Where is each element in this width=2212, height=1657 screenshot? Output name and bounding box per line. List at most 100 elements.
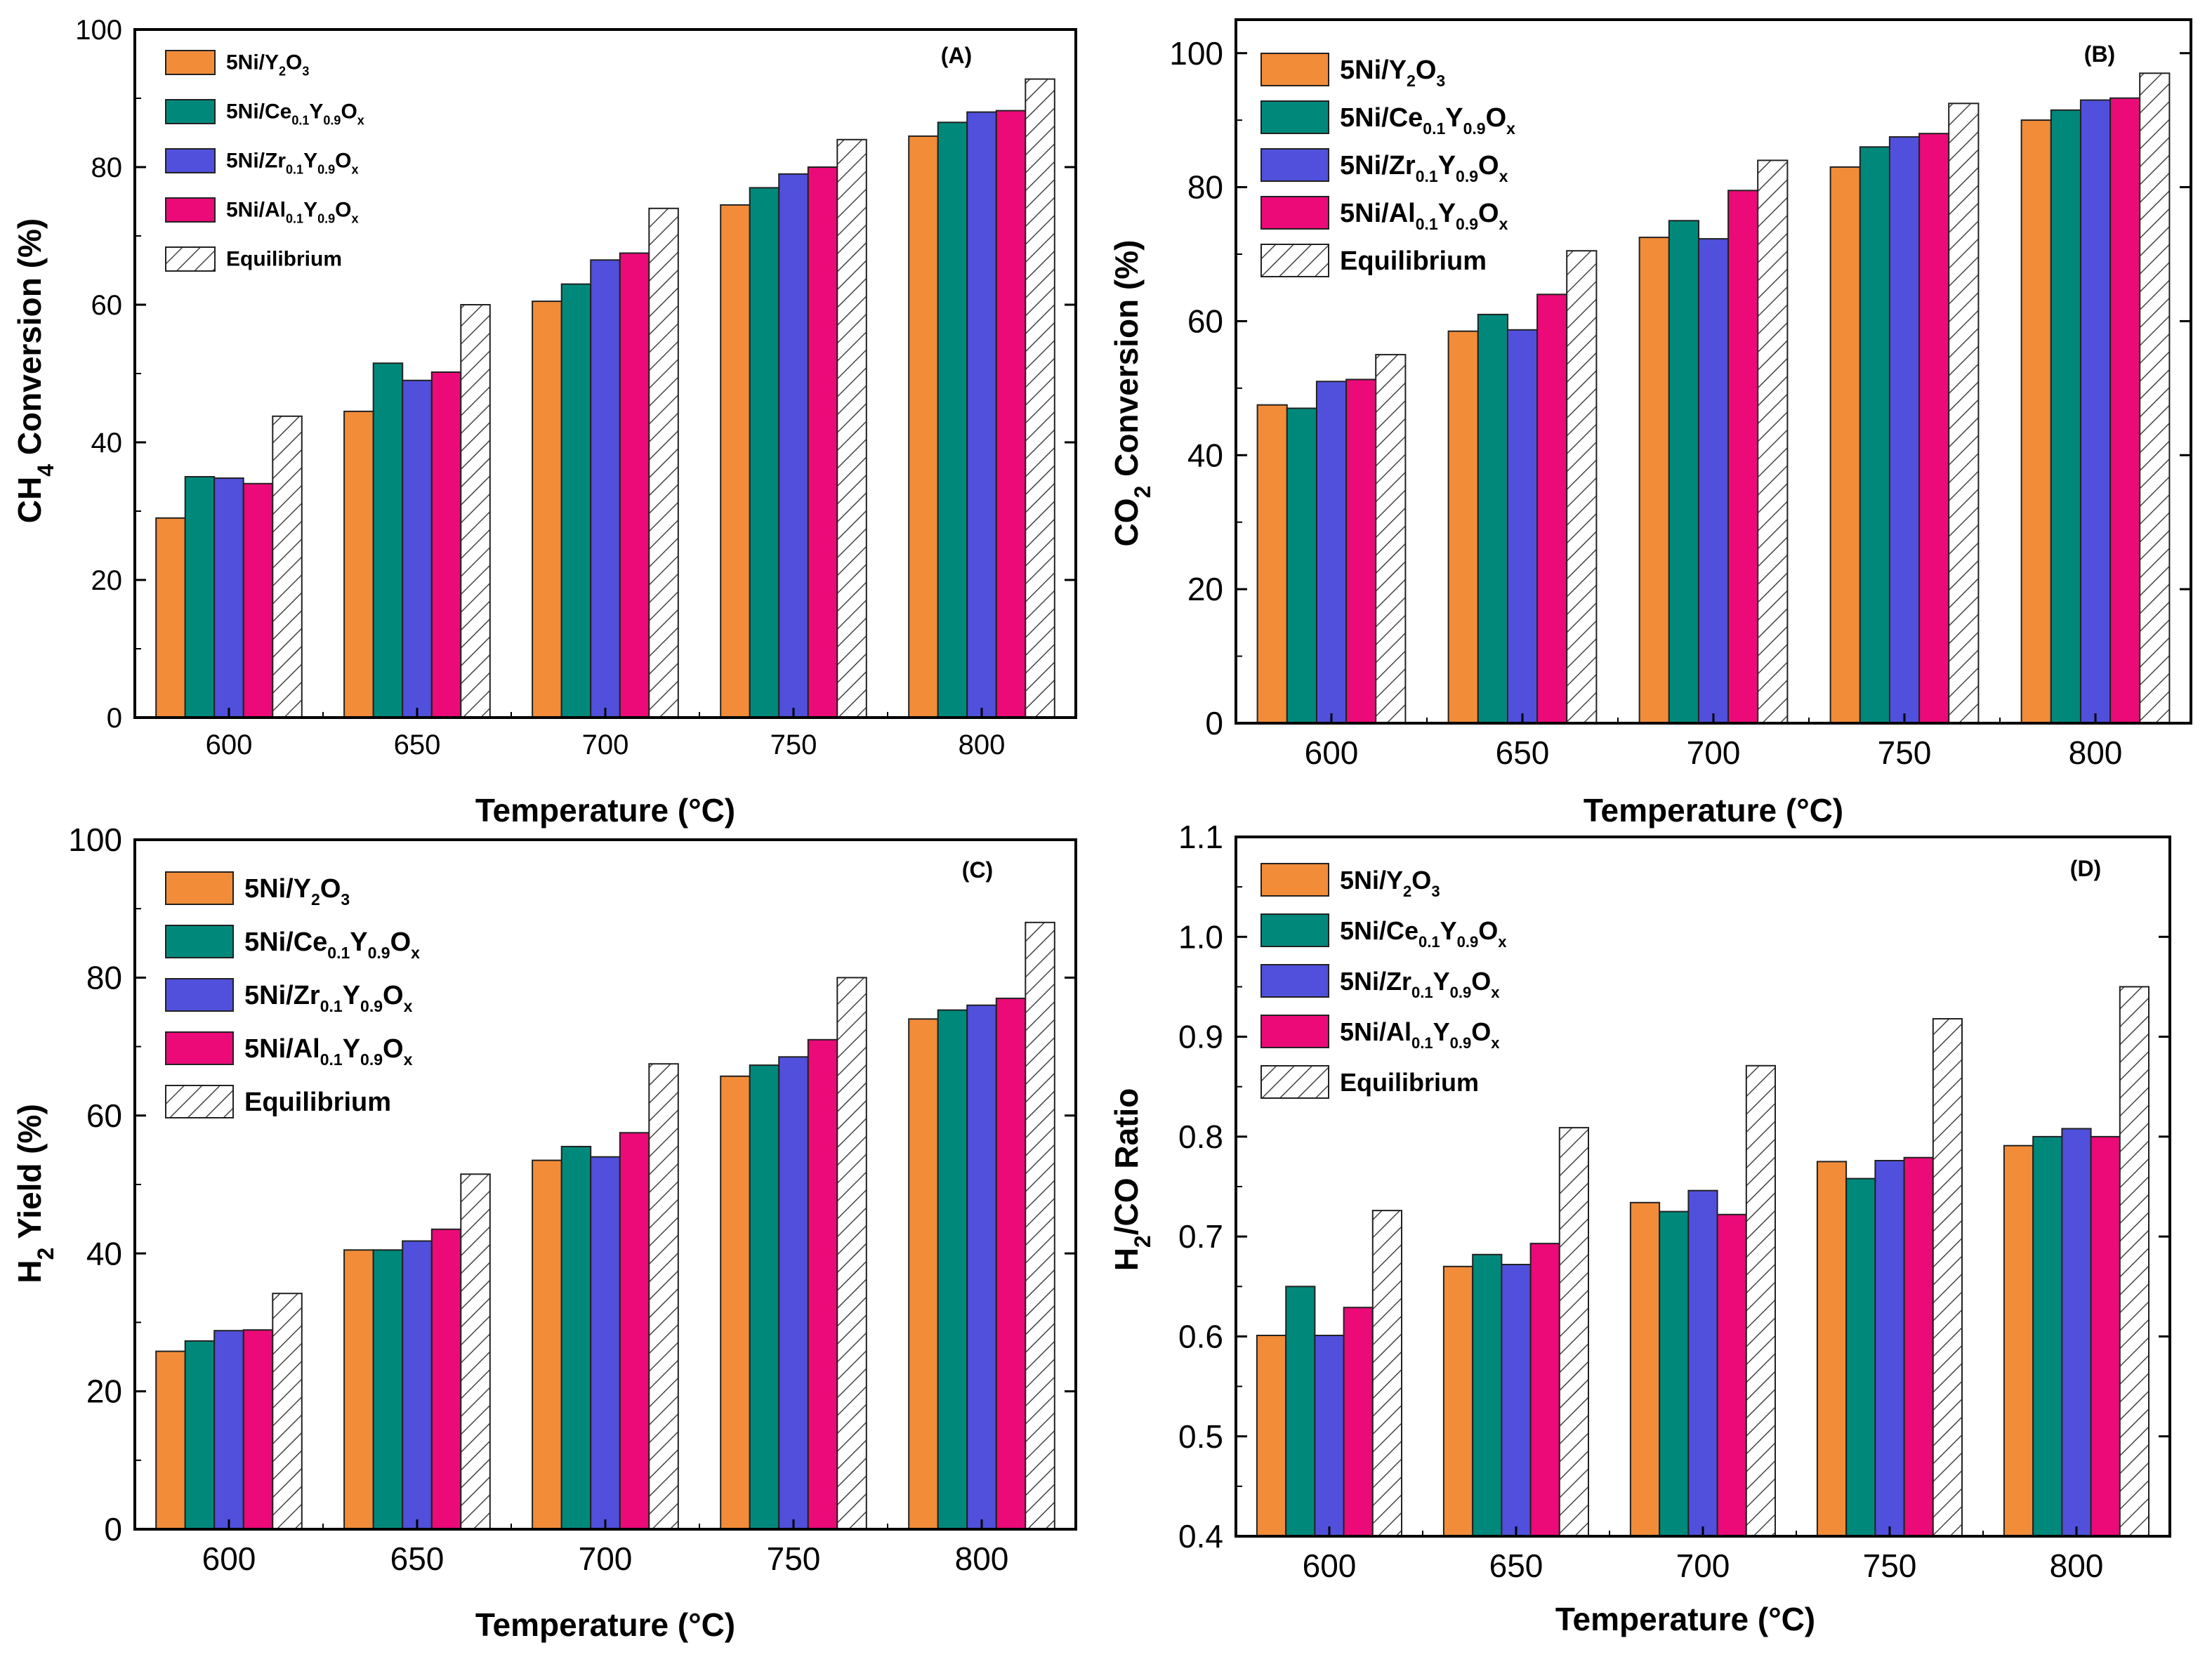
- panel-a-legend-label-zr: 5Ni/Zr0.1Y0.9Ox: [226, 150, 358, 177]
- panel-a-bar-eq-800: [1025, 78, 1055, 719]
- panel-c-bar-eq-650: [460, 1173, 491, 1531]
- panel-c-bar-ce-750: [749, 1064, 780, 1530]
- panel-a-bar-y2o3-750: [720, 204, 751, 718]
- panel-d-bar-zr-750: [1874, 1160, 1905, 1537]
- panel-a-y-tick-label: 60: [91, 290, 123, 321]
- panel-b-legend-label-ce: 5Ni/Ce0.1Y0.9Ox: [1340, 103, 1515, 138]
- panel-a-legend: 5Ni/Y2O3 5Ni/Ce0.1Y0.9Ox 5Ni/Zr0.1Y0.9Ox 5N…: [165, 50, 364, 272]
- panel-d-x-tick-label: 650: [1489, 1547, 1543, 1584]
- panel-d-y-tick-label: 1.0: [1178, 918, 1223, 955]
- panel-b-y-tick-label: 40: [1187, 437, 1223, 473]
- panel-d-x-tick-label: 750: [1863, 1547, 1917, 1584]
- panel-a-x-tick-label: 650: [394, 730, 441, 760]
- panel-c-bar-ce-650: [372, 1249, 404, 1531]
- panel-b-legend-label-al: 5Ni/Al0.1Y0.9Ox: [1340, 199, 1508, 233]
- panel-c-legend-swatch-al: [165, 1031, 234, 1065]
- panel-d-bar-ce-600: [1285, 1286, 1316, 1538]
- panel-b-bar-zr-650: [1506, 329, 1539, 724]
- panel-b-y-tick-label: 80: [1187, 169, 1223, 206]
- panel-d-x-tick-label: 800: [2050, 1547, 2104, 1584]
- panel-d-bar-zr-650: [1501, 1264, 1532, 1537]
- panel-a-bar-y2o3-800: [908, 135, 939, 718]
- panel-c-bar-al-750: [807, 1038, 838, 1531]
- panel-c-x-tick-label: 650: [390, 1540, 445, 1577]
- panel-c-tag: (C): [962, 857, 993, 883]
- panel-c-legend-label-al: 5Ni/Al0.1Y0.9Ox: [244, 1034, 413, 1069]
- panel-b-legend-label-y2o3: 5Ni/Y2O3: [1340, 55, 1445, 90]
- panel-c-bar-al-800: [995, 997, 1027, 1530]
- panel-c-y-tick-label: 0: [104, 1511, 122, 1547]
- panel-c-bar-y2o3-700: [532, 1159, 562, 1530]
- panel-c-legend-swatch-y2o3: [165, 871, 234, 905]
- panel-d-y-tick-label: 0.7: [1178, 1218, 1223, 1255]
- panel-a-y-tick-label: 20: [91, 565, 123, 596]
- panel-b-legend-swatch-y2o3: [1260, 53, 1329, 86]
- panel-b-legend-label-zr: 5Ni/Zr0.1Y0.9Ox: [1340, 151, 1508, 185]
- panel-b-x-tick-label: 650: [1496, 734, 1550, 771]
- panel-b-x-title: Temperature (°C): [1584, 792, 1843, 828]
- panel-a-x-title: Temperature (°C): [475, 792, 735, 828]
- panel-c-bar-y2o3-600: [155, 1350, 186, 1530]
- panel-a-y-tick-label: 40: [91, 428, 123, 458]
- panel-d-bar-ce-800: [2032, 1135, 2063, 1537]
- panel-d-x-title: Temperature (°C): [1555, 1601, 1815, 1637]
- panel-c-bar-eq-800: [1025, 921, 1055, 1531]
- panel-d-bar-al-800: [2090, 1135, 2121, 1537]
- panel-c-y-title: H2 Yield (%): [11, 1104, 58, 1283]
- panel-a-legend-label-eq: Equilibrium: [226, 248, 342, 271]
- panel-b-legend-swatch-ce: [1260, 100, 1329, 134]
- panel-d-legend-swatch-zr: [1260, 964, 1329, 998]
- panel-d-y-tick-label: 0.8: [1178, 1118, 1223, 1155]
- panel-c-legend-label-eq: Equilibrium: [244, 1088, 391, 1117]
- panel-d-legend-swatch-al: [1260, 1015, 1329, 1048]
- panel-b-bar-zr-600: [1315, 381, 1348, 724]
- panel-b-bar-y2o3-750: [1829, 166, 1861, 724]
- panel-c-x-tick-label: 600: [202, 1540, 256, 1577]
- panel-b-axes: 0 20 40 60 80 100 600 650 700 750 800: [1169, 18, 2192, 771]
- panel-b-bar-ce-650: [1477, 313, 1509, 724]
- panel-a-bar-ce-800: [937, 121, 968, 719]
- panel-c-bar-zr-800: [966, 1004, 997, 1530]
- panel-a-bar-al-750: [807, 166, 838, 718]
- panel-c-bar-al-700: [619, 1132, 650, 1531]
- panel-a-axes: 0 20 40 60 80 100 600 650 700 750 800: [75, 15, 1077, 760]
- panel-b-y-tick-label: 100: [1169, 35, 1223, 72]
- panel-b-y-title: CO2 Conversion (%): [1108, 240, 1155, 547]
- panel-b-y-tick-label: 60: [1187, 303, 1223, 340]
- panel-b-y-title-sub: 2: [1130, 486, 1155, 499]
- panel-a-legend-swatch-al: [165, 197, 216, 223]
- panel-a-bar-al-650: [430, 371, 462, 718]
- panel-a-legend-label-al: 5Ni/Al0.1Y0.9Ox: [226, 199, 358, 226]
- panel-b-x-tick-label: 700: [1687, 734, 1741, 771]
- panel-c-bar-eq-750: [836, 977, 867, 1530]
- panel-b-legend: 5Ni/Y2O3 5Ni/Ce0.1Y0.9Ox 5Ni/Zr0.1Y0.9Ox 5N…: [1260, 53, 1515, 277]
- panel-d-bar-y2o3-750: [1816, 1161, 1848, 1537]
- panel-d-bar-eq-700: [1745, 1064, 1777, 1538]
- panel-d-legend: 5Ni/Y2O3 5Ni/Ce0.1Y0.9Ox 5Ni/Zr0.1Y0.9Ox 5N…: [1260, 863, 1507, 1099]
- panel-d-y-tick-label: 0.6: [1178, 1319, 1223, 1355]
- panel-b-y-tick-label: 20: [1187, 571, 1223, 607]
- panel-c-y-tick-label: 20: [86, 1373, 122, 1410]
- panel-d-x-tick-label: 700: [1676, 1547, 1730, 1584]
- panel-a-bars: [155, 78, 1055, 719]
- panel-d-bar-zr-800: [2061, 1128, 2092, 1537]
- panel-c-bar-eq-700: [648, 1063, 679, 1530]
- panel-d-legend-swatch-eq: [1260, 1065, 1329, 1099]
- panel-d-bar-y2o3-700: [1629, 1201, 1661, 1538]
- panel-c-x-tick-label: 750: [767, 1540, 821, 1577]
- panel-c-legend-label-ce: 5Ni/Ce0.1Y0.9Ox: [244, 927, 420, 962]
- panel-d-bar-y2o3-800: [2003, 1144, 2034, 1537]
- panel-c-bar-ce-600: [184, 1340, 216, 1531]
- panel-c-bar-y2o3-800: [908, 1018, 939, 1531]
- panel-d-bar-eq-800: [2119, 986, 2150, 1537]
- panel-a-legend-swatch-zr: [165, 148, 216, 173]
- panel-d-tag: (D): [2070, 856, 2101, 881]
- panel-c-x-tick-label: 800: [955, 1540, 1009, 1577]
- panel-b-bar-y2o3-650: [1447, 330, 1479, 724]
- panel-c-bar-ce-800: [937, 1009, 968, 1530]
- panel-a-bar-eq-650: [460, 304, 491, 718]
- panel-b-bar-eq-750: [1948, 103, 1980, 725]
- panel-a-bar-ce-750: [749, 187, 780, 718]
- panel-a-y-title: CH4 Conversion (%): [11, 218, 58, 523]
- panel-a-bar-eq-700: [648, 207, 679, 718]
